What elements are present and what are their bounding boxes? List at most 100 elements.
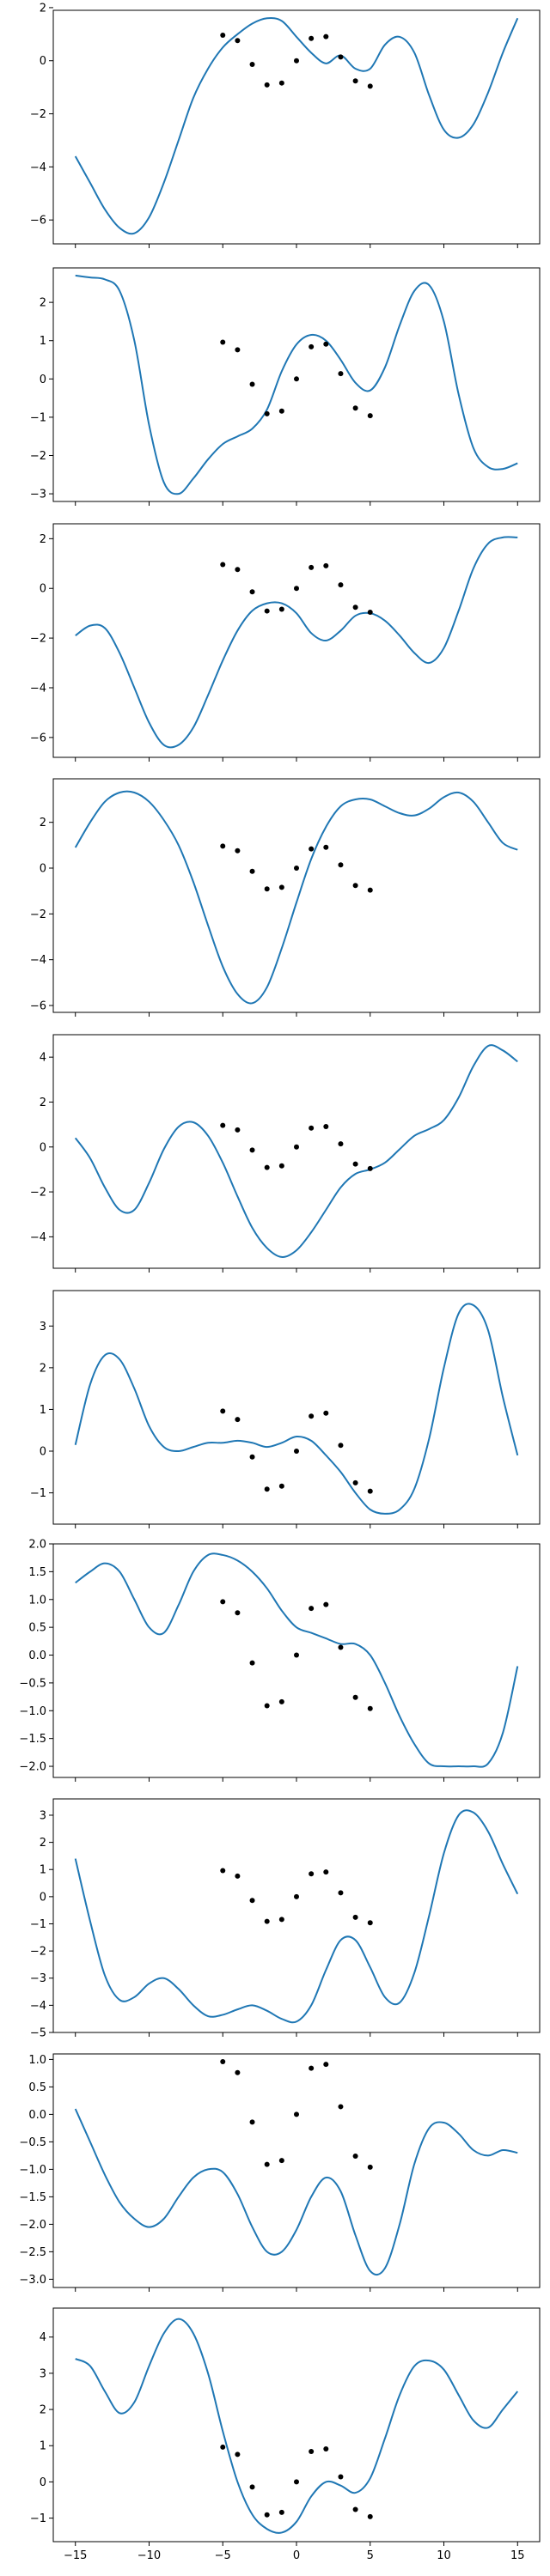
- y-tick-label: −6: [30, 1000, 46, 1013]
- y-tick-label: 2: [40, 2404, 46, 2417]
- y-tick-label: 4: [40, 1052, 46, 1065]
- data-point: [249, 2484, 255, 2490]
- data-point: [323, 1869, 329, 1875]
- y-tick-label: 2: [40, 2, 46, 15]
- y-tick-label: 0.0: [28, 1649, 46, 1662]
- data-point: [338, 1443, 344, 1449]
- data-point: [220, 843, 226, 849]
- data-point: [352, 405, 358, 411]
- data-point: [294, 1144, 299, 1150]
- data-point: [264, 886, 270, 892]
- axes-frame: [52, 9, 541, 245]
- axes-frame: [52, 2053, 541, 2288]
- y-tick-label: −0.5: [19, 2136, 46, 2149]
- data-point: [352, 2154, 358, 2160]
- data-point: [294, 2479, 299, 2485]
- y-tick-label: 1.0: [28, 2054, 46, 2067]
- y-tick-label: −0.5: [19, 1677, 46, 1690]
- data-point: [367, 1165, 373, 1171]
- y-tick-label: 2: [40, 297, 46, 310]
- subplot-4: −6 −4 −2 0 2: [30, 778, 541, 1017]
- data-point: [220, 562, 226, 568]
- curve-line: [75, 2318, 519, 2534]
- data-point: [294, 1652, 299, 1658]
- y-tick-label: −2: [30, 1946, 46, 1959]
- data-point: [220, 1122, 226, 1128]
- axes-frame: [52, 2307, 541, 2543]
- subplot-6: −1 0 1 2 3: [30, 1290, 541, 1528]
- data-point: [264, 608, 270, 614]
- data-point: [294, 376, 299, 382]
- data-point: [294, 58, 299, 64]
- y-tick-label: 2: [40, 817, 46, 829]
- y-tick-label: 2: [40, 1097, 46, 1109]
- y-tick-label: −1: [30, 411, 46, 424]
- data-point: [323, 1123, 329, 1129]
- data-point: [278, 884, 284, 890]
- y-tick-label: 2: [40, 533, 46, 546]
- data-point: [323, 33, 329, 39]
- data-point: [309, 343, 315, 349]
- x-tick-label: 5: [367, 2549, 374, 2562]
- data-point: [309, 564, 315, 570]
- y-tick-label: 2: [40, 1362, 46, 1375]
- data-point: [220, 2058, 226, 2064]
- y-tick-label: 0: [40, 1446, 46, 1459]
- y-tick-label: −3: [30, 1972, 46, 1985]
- data-point: [220, 2444, 226, 2450]
- data-point: [367, 1705, 373, 1711]
- curve-line: [74, 1044, 518, 1258]
- y-tick-label: 3: [40, 1809, 46, 1822]
- y-tick-label: −1: [30, 1918, 46, 1931]
- data-point: [249, 1898, 255, 1904]
- curve-line: [74, 1303, 519, 1515]
- data-point: [309, 1413, 315, 1419]
- curve-line: [75, 274, 518, 495]
- y-tick-label: −1: [30, 2512, 46, 2525]
- y-tick-label: 1.0: [28, 1594, 46, 1607]
- data-point: [309, 1125, 315, 1131]
- y-tick-label: 0.0: [28, 2109, 46, 2122]
- y-tick-label: −4: [30, 954, 46, 967]
- data-point: [278, 408, 284, 414]
- y-tick-label: −3: [30, 489, 46, 501]
- axes-frame: [52, 1543, 541, 1778]
- data-point: [264, 82, 270, 88]
- data-point: [367, 1920, 373, 1926]
- data-point: [249, 1660, 255, 1666]
- data-point: [249, 589, 255, 595]
- data-point: [352, 1479, 358, 1485]
- data-point: [278, 80, 284, 86]
- y-tick-label: 0.5: [28, 2081, 46, 2094]
- axes-frame: [52, 1290, 541, 1525]
- data-point: [249, 1147, 255, 1153]
- data-point: [249, 62, 255, 68]
- data-point: [309, 35, 315, 41]
- curve-line: [74, 2108, 518, 2276]
- x-tick-label: 10: [437, 2549, 451, 2562]
- data-point: [338, 582, 344, 588]
- data-point: [235, 38, 241, 44]
- subplot-8: −5 −4 −3 −2 −1 0 1 2 3: [30, 1798, 541, 2040]
- x-tick-label: −5: [215, 2549, 231, 2562]
- data-point: [352, 1694, 358, 1700]
- y-tick-label: 1: [40, 1864, 46, 1877]
- x-tick-label: 15: [510, 2549, 525, 2562]
- data-point: [309, 846, 315, 852]
- subplot-1: −6 −4 −2 0 2: [30, 2, 541, 248]
- y-tick-label: −4: [30, 161, 46, 174]
- data-point: [338, 2104, 344, 2110]
- y-tick-label: −6: [30, 732, 46, 744]
- y-tick-label: −2.5: [19, 2246, 46, 2259]
- y-tick-label: −1.0: [19, 2164, 46, 2177]
- data-point: [338, 54, 344, 60]
- data-point: [323, 1601, 329, 1607]
- data-point: [264, 410, 270, 416]
- data-point: [278, 606, 284, 612]
- data-point: [367, 1488, 373, 1494]
- data-point: [294, 866, 299, 871]
- data-point: [338, 1141, 344, 1147]
- data-point: [367, 2513, 373, 2519]
- y-tick-label: −6: [30, 215, 46, 228]
